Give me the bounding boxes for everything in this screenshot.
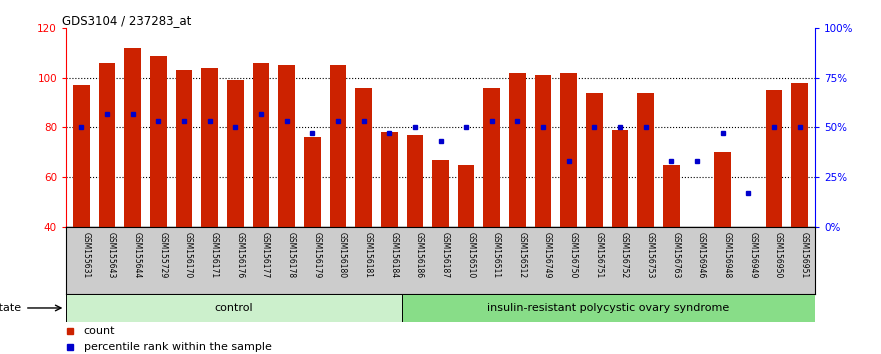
Bar xyxy=(586,93,603,227)
Text: GSM156753: GSM156753 xyxy=(646,232,655,278)
Bar xyxy=(381,132,397,227)
Text: GSM156948: GSM156948 xyxy=(722,232,731,278)
Text: count: count xyxy=(84,326,115,336)
Bar xyxy=(714,152,731,227)
Text: disease state: disease state xyxy=(0,303,21,313)
Text: GSM156950: GSM156950 xyxy=(774,232,783,278)
Text: GSM156177: GSM156177 xyxy=(261,232,270,278)
Bar xyxy=(66,294,402,322)
Text: GSM156749: GSM156749 xyxy=(543,232,552,278)
Text: GSM156184: GSM156184 xyxy=(389,232,398,278)
Text: GSM156511: GSM156511 xyxy=(492,232,500,278)
Text: GDS3104 / 237283_at: GDS3104 / 237283_at xyxy=(63,14,192,27)
Text: GSM156949: GSM156949 xyxy=(748,232,758,278)
Bar xyxy=(458,165,475,227)
Text: GSM156763: GSM156763 xyxy=(671,232,680,278)
Bar xyxy=(637,93,654,227)
Text: GSM156512: GSM156512 xyxy=(517,232,527,278)
Text: GSM156946: GSM156946 xyxy=(697,232,706,278)
Text: GSM155729: GSM155729 xyxy=(159,232,167,278)
Bar xyxy=(663,165,679,227)
Text: GSM156170: GSM156170 xyxy=(184,232,193,278)
Bar xyxy=(406,135,423,227)
Text: GSM156510: GSM156510 xyxy=(466,232,475,278)
Bar xyxy=(535,75,552,227)
Text: GSM156180: GSM156180 xyxy=(338,232,347,278)
Text: GSM155631: GSM155631 xyxy=(81,232,91,278)
Text: GSM156186: GSM156186 xyxy=(415,232,424,278)
Text: GSM156176: GSM156176 xyxy=(235,232,244,278)
Text: GSM156181: GSM156181 xyxy=(364,232,373,278)
Text: GSM156179: GSM156179 xyxy=(312,232,322,278)
Bar xyxy=(560,73,577,227)
Text: GSM156178: GSM156178 xyxy=(286,232,296,278)
Text: GSM155644: GSM155644 xyxy=(133,232,142,278)
Bar xyxy=(175,70,192,227)
Bar xyxy=(740,227,757,264)
Text: percentile rank within the sample: percentile rank within the sample xyxy=(84,342,271,352)
Text: insulin-resistant polycystic ovary syndrome: insulin-resistant polycystic ovary syndr… xyxy=(487,303,729,313)
Bar xyxy=(150,56,167,227)
Text: GSM156752: GSM156752 xyxy=(620,232,629,278)
Text: control: control xyxy=(215,303,253,313)
Text: GSM156171: GSM156171 xyxy=(210,232,218,278)
Bar xyxy=(304,137,321,227)
Bar xyxy=(689,227,706,289)
Bar xyxy=(355,88,372,227)
Bar xyxy=(124,48,141,227)
Text: GSM156751: GSM156751 xyxy=(595,232,603,278)
Bar xyxy=(509,73,526,227)
Bar xyxy=(99,63,115,227)
Bar xyxy=(484,88,500,227)
Bar xyxy=(766,90,782,227)
Bar xyxy=(202,68,218,227)
Bar xyxy=(73,85,90,227)
Bar xyxy=(278,65,295,227)
Text: GSM156951: GSM156951 xyxy=(800,232,809,278)
Bar xyxy=(329,65,346,227)
Bar xyxy=(253,63,270,227)
Bar xyxy=(402,294,815,322)
Bar xyxy=(611,130,628,227)
Text: GSM155643: GSM155643 xyxy=(107,232,116,278)
Bar xyxy=(227,80,244,227)
Bar xyxy=(433,160,448,227)
Bar xyxy=(791,83,808,227)
Text: GSM156750: GSM156750 xyxy=(569,232,578,278)
Text: GSM156187: GSM156187 xyxy=(440,232,449,278)
